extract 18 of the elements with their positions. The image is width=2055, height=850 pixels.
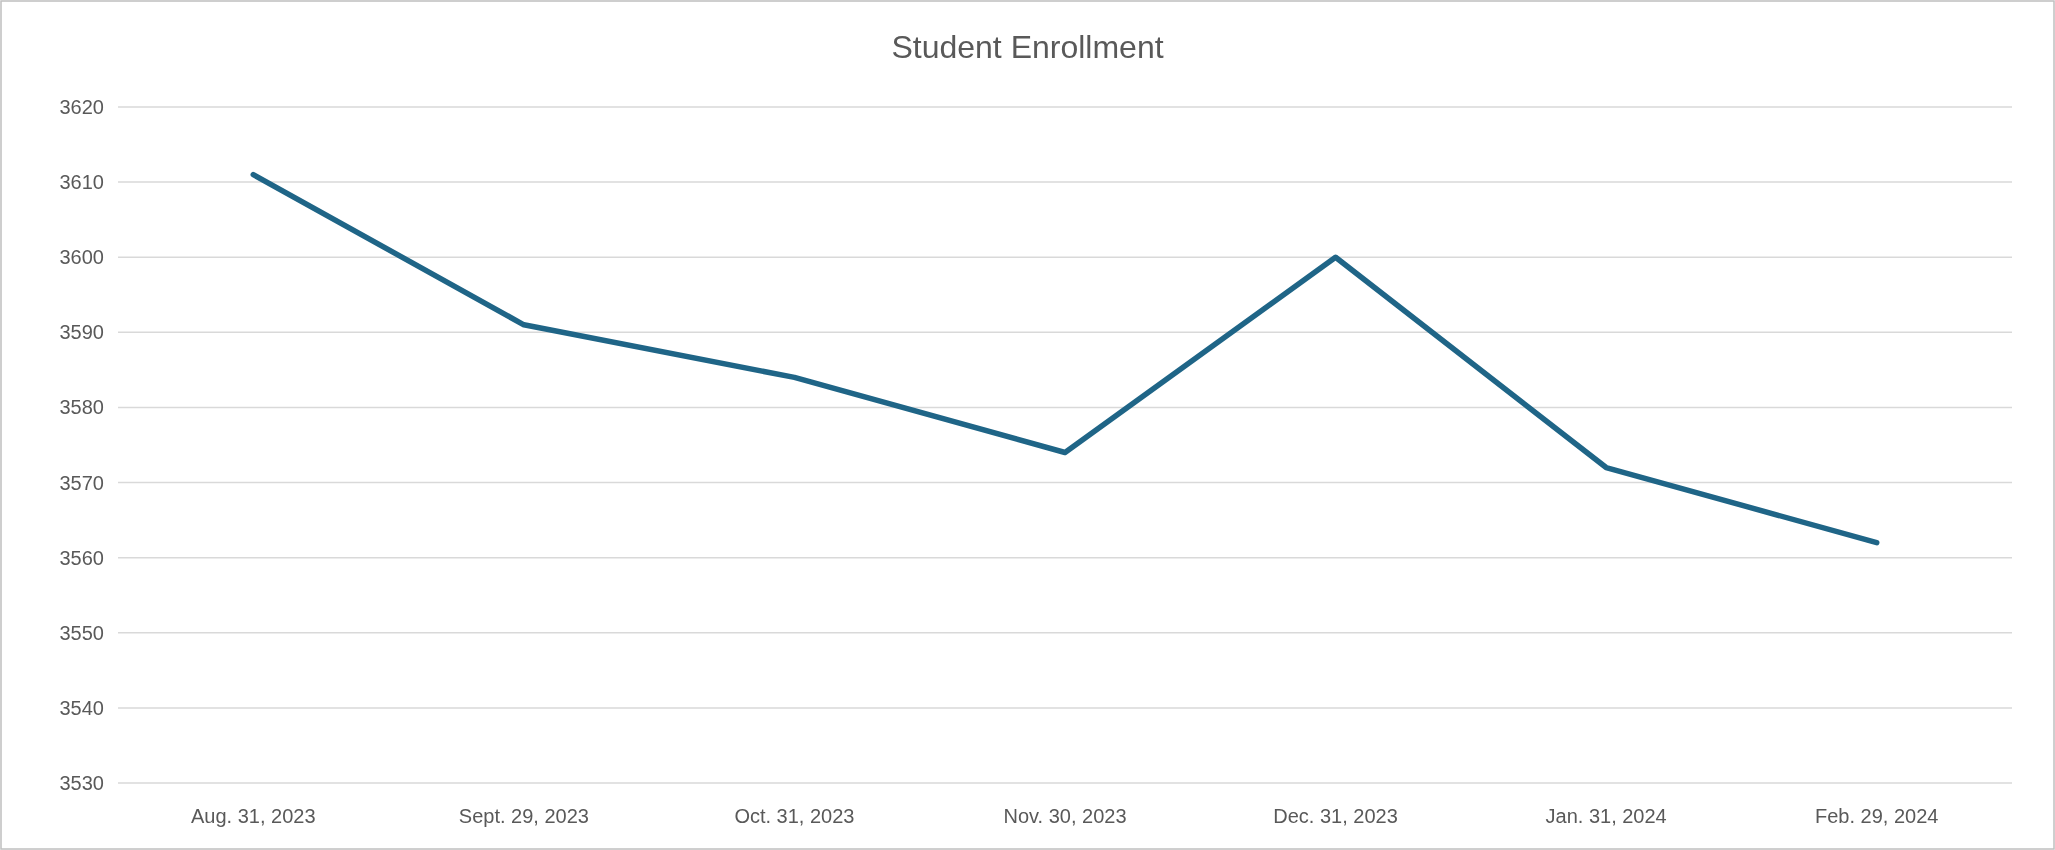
- x-tick-label: Sept. 29, 2023: [458, 805, 589, 827]
- y-tick-label: 3530: [59, 772, 104, 794]
- x-tick-label: Jan. 31, 2024: [1545, 805, 1667, 827]
- x-tick-label: Aug. 31, 2023: [191, 805, 316, 827]
- chart-title: Student Enrollment: [891, 29, 1164, 65]
- y-tick-label: 3600: [59, 246, 104, 269]
- x-tick-label: Nov. 30, 2023: [1003, 805, 1127, 827]
- y-tick-label: 3620: [59, 96, 104, 118]
- x-tick-label: Oct. 31, 2023: [734, 805, 855, 827]
- x-tick-label: Feb. 29, 2024: [1815, 805, 1939, 827]
- y-tick-label: 3610: [59, 171, 104, 194]
- y-tick-label: 3590: [59, 321, 104, 344]
- y-tick-label: 3540: [59, 696, 104, 719]
- y-tick-label: 3580: [59, 396, 104, 419]
- x-tick-label: Dec. 31, 2023: [1273, 805, 1398, 827]
- y-tick-label: 3550: [59, 621, 104, 644]
- y-tick-label: 3560: [59, 546, 104, 569]
- y-tick-label: 3570: [59, 471, 104, 494]
